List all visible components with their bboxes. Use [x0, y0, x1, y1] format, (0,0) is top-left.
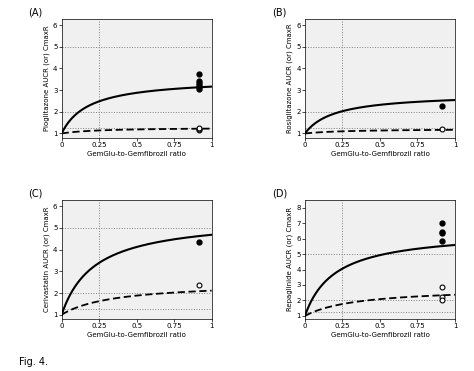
Text: (B): (B)	[272, 7, 286, 17]
Text: (D): (D)	[272, 188, 287, 198]
X-axis label: GemGlu-to-Gemfibrozil ratio: GemGlu-to-Gemfibrozil ratio	[87, 332, 186, 338]
X-axis label: GemGlu-to-Gemfibrozil ratio: GemGlu-to-Gemfibrozil ratio	[330, 151, 429, 157]
X-axis label: GemGlu-to-Gemfibrozil ratio: GemGlu-to-Gemfibrozil ratio	[330, 332, 429, 338]
Y-axis label: Pioglitazone AUCR (or) CmaxR: Pioglitazone AUCR (or) CmaxR	[44, 25, 50, 131]
Y-axis label: Rosiglitazone AUCR (or) CmaxR: Rosiglitazone AUCR (or) CmaxR	[287, 23, 293, 133]
X-axis label: GemGlu-to-Gemfibrozil ratio: GemGlu-to-Gemfibrozil ratio	[87, 151, 186, 157]
Text: (C): (C)	[28, 188, 43, 198]
Y-axis label: Cerivastatin AUCR (or) CmaxR: Cerivastatin AUCR (or) CmaxR	[44, 207, 50, 312]
Text: Fig. 4.: Fig. 4.	[19, 357, 48, 367]
Y-axis label: Repaglinide AUCR (or) CmaxR: Repaglinide AUCR (or) CmaxR	[287, 207, 293, 312]
Text: (A): (A)	[28, 7, 43, 17]
